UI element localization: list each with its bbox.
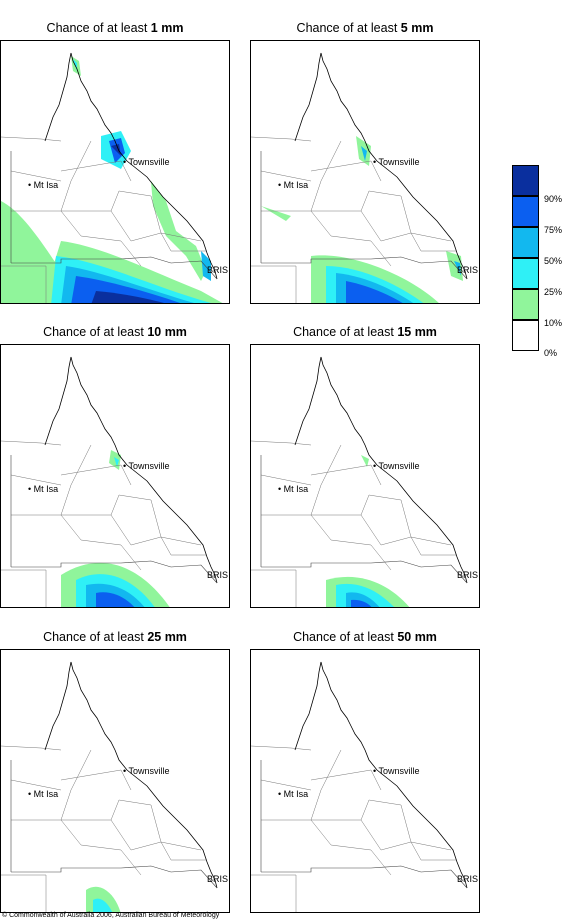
place-townsville: • Townsville	[373, 766, 420, 776]
panel-title-prefix: Chance of at least	[43, 630, 144, 644]
panel-title-amount: 50 mm	[397, 630, 437, 644]
map-panel-10mm	[0, 344, 230, 608]
map-panel-50mm	[250, 649, 480, 913]
legend-label-10: 10%	[544, 318, 563, 328]
legend-swatch-25	[512, 258, 539, 289]
panel-title-10mm: Chance of at least 10 mm	[0, 325, 230, 339]
place-bris: BRIS	[457, 265, 479, 275]
rain-probability-shading	[61, 450, 170, 607]
place-townsville: • Townsville	[123, 461, 170, 471]
rain-probability-shading	[261, 136, 463, 303]
place-bris: BRIS	[207, 874, 229, 884]
panel-title-prefix: Chance of at least	[293, 325, 394, 339]
legend-swatch-10	[512, 289, 539, 320]
panel-title-amount: 10 mm	[147, 325, 187, 339]
panel-title-50mm: Chance of at least 50 mm	[250, 630, 480, 644]
place-mt-isa: • Mt Isa	[28, 180, 59, 190]
panel-title-1mm: Chance of at least 1 mm	[0, 21, 230, 35]
place-bris: BRIS	[457, 874, 479, 884]
rain-probability-shading	[86, 886, 121, 912]
place-bris: BRIS	[207, 265, 229, 275]
panel-title-amount: 1 mm	[150, 21, 184, 35]
panel-title-prefix: Chance of at least	[296, 21, 398, 35]
panel-title-prefix: Chance of at least	[46, 21, 148, 35]
map-panel-5mm	[250, 40, 480, 304]
panel-title-5mm: Chance of at least 5 mm	[250, 21, 480, 35]
copyright-text: © Commonwealth of Australia 2006, Austra…	[2, 912, 220, 919]
legend-swatch-0	[512, 320, 539, 351]
map-panel-25mm	[0, 649, 230, 913]
panel-title-prefix: Chance of at least	[43, 325, 144, 339]
legend-label-50: 50%	[544, 256, 563, 266]
place-townsville: • Townsville	[373, 157, 420, 167]
place-bris: BRIS	[207, 570, 229, 580]
legend-swatch-75	[512, 196, 539, 227]
legend-label-0: 0%	[544, 348, 558, 358]
panel-title-25mm: Chance of at least 25 mm	[0, 630, 230, 644]
legend-label-90: 90%	[544, 194, 563, 204]
place-mt-isa: • Mt Isa	[28, 484, 59, 494]
place-mt-isa: • Mt Isa	[28, 789, 59, 799]
legend-label-25: 25%	[544, 287, 563, 297]
panel-title-prefix: Chance of at least	[293, 630, 394, 644]
map-panel-15mm	[250, 344, 480, 608]
legend-swatch-50	[512, 227, 539, 258]
panel-title-amount: 15 mm	[397, 325, 437, 339]
panel-title-amount: 5 mm	[400, 21, 434, 35]
place-mt-isa: • Mt Isa	[278, 484, 309, 494]
place-mt-isa: • Mt Isa	[278, 789, 309, 799]
panel-title-15mm: Chance of at least 15 mm	[250, 325, 480, 339]
map-panel-1mm	[0, 40, 230, 304]
place-townsville: • Townsville	[123, 157, 170, 167]
place-bris: BRIS	[457, 570, 479, 580]
place-townsville: • Townsville	[123, 766, 170, 776]
panel-title-amount: 25 mm	[147, 630, 187, 644]
legend-swatch-90	[512, 165, 539, 196]
legend-label-75: 75%	[544, 225, 563, 235]
place-mt-isa: • Mt Isa	[278, 180, 309, 190]
rain-probability-shading	[326, 455, 410, 607]
place-townsville: • Townsville	[373, 461, 420, 471]
